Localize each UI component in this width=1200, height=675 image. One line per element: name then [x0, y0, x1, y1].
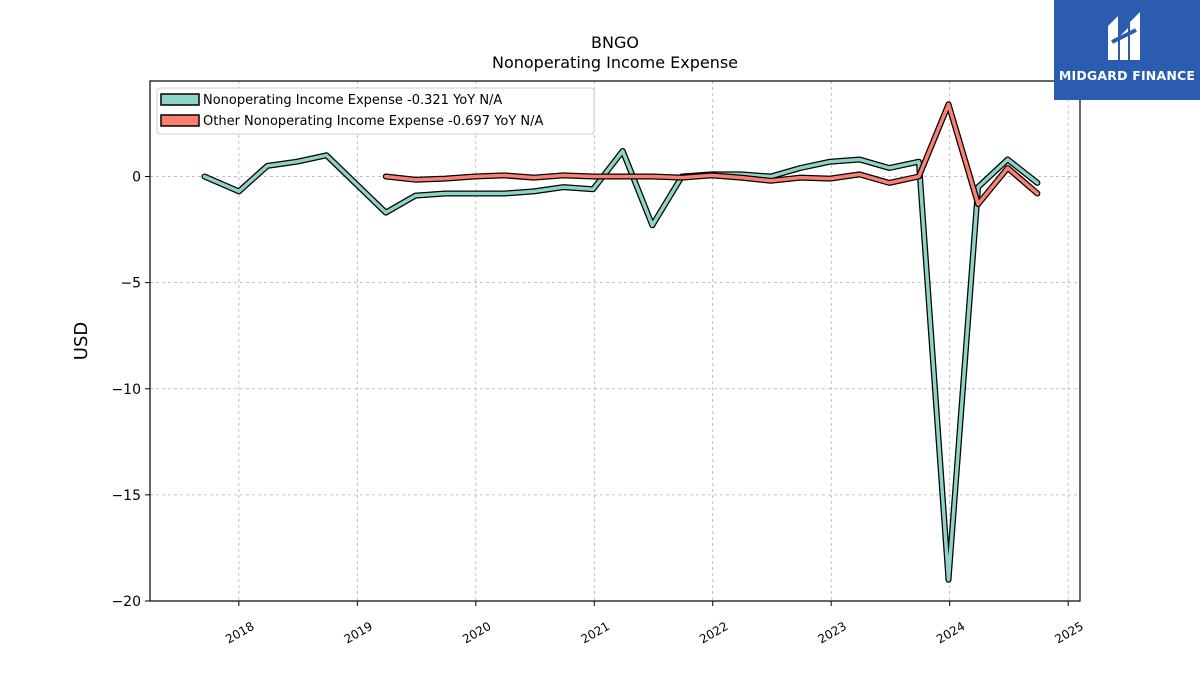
- x-tick-label: 2020: [460, 619, 493, 646]
- series-1-line: [384, 102, 1040, 206]
- legend: Nonoperating Income Expense -0.321 YoY N…: [156, 87, 595, 135]
- brand-name: MIDGARD FINANCE: [1058, 68, 1196, 83]
- y-axis-label: USD: [71, 322, 92, 360]
- chart-title: BNGO: [591, 33, 639, 52]
- legend-swatch-0: [160, 93, 200, 106]
- y-tick-label: −20: [111, 594, 141, 610]
- legend-label-1: Other Nonoperating Income Expense -0.697…: [203, 114, 543, 129]
- legend-swatch-1: [160, 114, 200, 127]
- x-tick-label: 2024: [934, 619, 967, 646]
- y-tick-label: −5: [120, 276, 141, 292]
- series-0-outline: [201, 148, 1041, 583]
- y-tick-label: 0: [132, 170, 141, 186]
- x-tick-label: 2019: [342, 619, 375, 646]
- x-tick-label: 2022: [697, 619, 730, 646]
- plot-frame: [149, 80, 1081, 602]
- x-tick-label: 2021: [579, 619, 612, 646]
- x-tick-label: 2023: [815, 619, 848, 646]
- x-tick-label: 2018: [223, 619, 256, 646]
- x-tick-label: 2025: [1052, 619, 1085, 646]
- y-tick-label: −10: [111, 382, 141, 398]
- brand-logo: MIDGARD FINANCE: [1054, 0, 1200, 100]
- axis-ticks: 0 −5 −10 −15 −20 2018 2019 2020 2021 2022 2023 2024…: [111, 170, 1085, 647]
- chart-subtitle: Nonoperating Income Expense: [492, 53, 738, 72]
- legend-label-0: Nonoperating Income Expense -0.321 YoY N…: [203, 93, 502, 108]
- y-tick-label: −15: [111, 488, 141, 504]
- midgard-logo-icon: [1108, 12, 1140, 60]
- series-layer: [201, 101, 1041, 583]
- legend-box: [156, 87, 595, 135]
- series-0-line: [202, 149, 1040, 582]
